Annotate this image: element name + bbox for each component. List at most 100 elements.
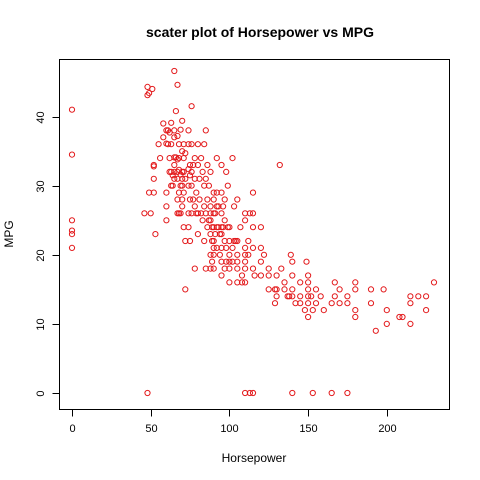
x-tick-label: 150 xyxy=(299,423,317,435)
x-tick-label: 200 xyxy=(378,423,396,435)
data-point xyxy=(171,134,178,141)
data-point xyxy=(249,244,257,251)
data-point xyxy=(224,182,231,189)
data-point xyxy=(204,196,211,203)
data-point xyxy=(207,265,214,272)
data-point xyxy=(226,224,233,231)
data-point xyxy=(150,189,157,196)
data-point xyxy=(194,141,201,148)
data-point xyxy=(205,182,212,189)
data-point xyxy=(207,217,214,224)
data-point xyxy=(265,272,272,279)
data-point xyxy=(144,389,151,397)
data-point xyxy=(234,196,241,203)
data-point xyxy=(180,189,187,196)
data-point xyxy=(186,161,194,169)
y-axis-label: MPG xyxy=(2,220,16,247)
data-point xyxy=(289,258,296,265)
data-point xyxy=(297,300,304,307)
data-point xyxy=(218,189,225,196)
data-point xyxy=(182,286,189,293)
data-point xyxy=(309,389,316,397)
data-point xyxy=(367,300,375,307)
data-point xyxy=(191,155,198,162)
data-point xyxy=(336,286,343,293)
data-point xyxy=(68,231,76,238)
data-point xyxy=(207,203,214,210)
data-point xyxy=(179,117,186,124)
data-point xyxy=(226,251,233,258)
data-point xyxy=(188,103,195,110)
data-point xyxy=(242,258,249,265)
data-point xyxy=(68,244,76,251)
data-point xyxy=(249,210,257,217)
data-point xyxy=(234,265,241,272)
data-point xyxy=(191,203,198,210)
data-point xyxy=(146,90,153,97)
data-point xyxy=(182,150,189,157)
y-tick-label: 10 xyxy=(35,318,47,330)
data-point xyxy=(207,251,214,258)
data-point xyxy=(164,141,172,148)
data-point xyxy=(257,272,264,279)
data-point xyxy=(221,217,228,224)
data-point xyxy=(179,196,186,203)
data-point xyxy=(68,151,76,158)
data-point xyxy=(257,224,264,231)
data-point xyxy=(213,155,220,162)
data-point xyxy=(163,203,170,210)
data-point xyxy=(190,196,197,203)
data-point xyxy=(210,265,217,272)
data-point xyxy=(281,286,288,293)
data-point xyxy=(344,300,351,307)
data-point xyxy=(202,175,209,182)
data-point xyxy=(245,237,252,245)
data-point xyxy=(207,168,214,175)
data-point xyxy=(194,210,201,217)
data-point xyxy=(415,293,422,300)
data-point xyxy=(305,293,312,300)
data-point xyxy=(68,227,76,234)
data-point xyxy=(246,389,253,397)
data-point xyxy=(186,172,194,179)
data-point xyxy=(218,231,225,238)
data-point xyxy=(172,108,179,115)
data-point xyxy=(287,251,294,258)
data-point xyxy=(177,210,184,217)
data-point xyxy=(160,120,167,127)
data-point xyxy=(297,293,304,300)
data-point xyxy=(171,67,178,75)
data-point xyxy=(169,182,176,189)
data-point xyxy=(218,210,225,217)
data-point xyxy=(242,265,249,272)
data-point xyxy=(179,182,186,189)
data-point xyxy=(303,258,310,265)
data-point xyxy=(305,279,312,286)
data-point xyxy=(218,161,225,169)
data-point xyxy=(210,244,217,251)
data-point xyxy=(163,189,170,196)
data-point xyxy=(423,307,430,314)
data-point xyxy=(407,320,414,327)
data-point xyxy=(191,265,198,272)
data-point xyxy=(174,156,181,163)
data-point xyxy=(179,203,186,210)
data-point xyxy=(352,313,359,321)
data-point xyxy=(226,279,233,286)
data-point xyxy=(273,293,280,300)
data-point xyxy=(352,286,359,293)
data-point xyxy=(149,85,156,93)
data-point xyxy=(265,265,272,272)
data-point xyxy=(185,210,192,217)
data-point xyxy=(309,307,316,314)
data-point xyxy=(238,279,246,286)
data-point xyxy=(210,189,217,196)
data-point xyxy=(202,127,209,134)
data-point xyxy=(188,182,195,189)
data-point xyxy=(231,203,238,210)
data-point xyxy=(372,327,379,334)
data-point xyxy=(194,231,201,238)
data-point xyxy=(260,251,268,258)
data-point xyxy=(221,196,228,203)
data-point xyxy=(407,300,414,307)
